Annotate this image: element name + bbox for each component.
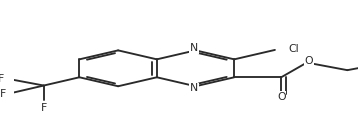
Text: F: F [0,89,6,99]
Text: F: F [41,103,47,113]
Text: O: O [304,56,313,66]
Text: O: O [277,92,286,102]
Text: F: F [0,74,4,84]
Text: N: N [190,83,198,93]
Text: N: N [190,43,198,53]
Text: Cl: Cl [288,44,299,54]
